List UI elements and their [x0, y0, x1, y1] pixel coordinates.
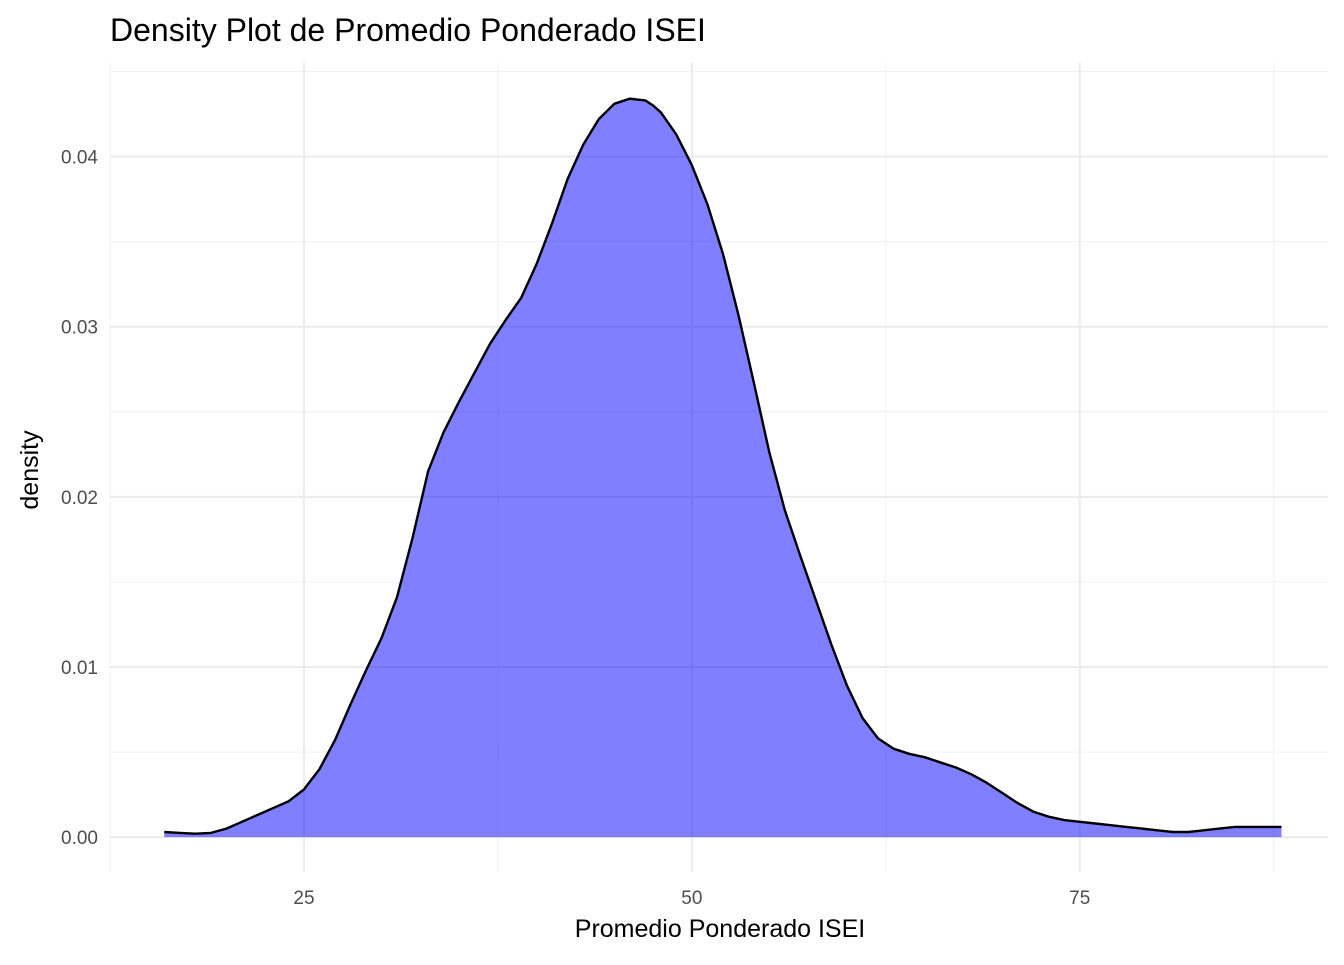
- y-axis-title: density: [16, 430, 44, 510]
- y-axis-tick-labels: 0.00 0.01 0.02 0.03 0.04: [61, 148, 98, 850]
- density-area-fill: [164, 98, 1282, 838]
- y-tick-label: 0.03: [61, 318, 98, 339]
- chart-title: Density Plot de Promedio Ponderado ISEI: [110, 12, 706, 48]
- y-tick-label: 0.04: [61, 148, 98, 169]
- x-tick-label: 50: [681, 888, 702, 909]
- x-axis-title: Promedio Ponderado ISEI: [575, 915, 865, 943]
- density-curve: [164, 97, 1282, 835]
- x-axis-tick-labels: 25 50 75: [293, 888, 1090, 909]
- x-tick-label: 75: [1069, 888, 1090, 909]
- x-tick-label: 25: [293, 888, 314, 909]
- y-tick-label: 0.00: [61, 828, 98, 849]
- y-tick-label: 0.01: [61, 658, 98, 679]
- y-tick-label: 0.02: [61, 488, 98, 509]
